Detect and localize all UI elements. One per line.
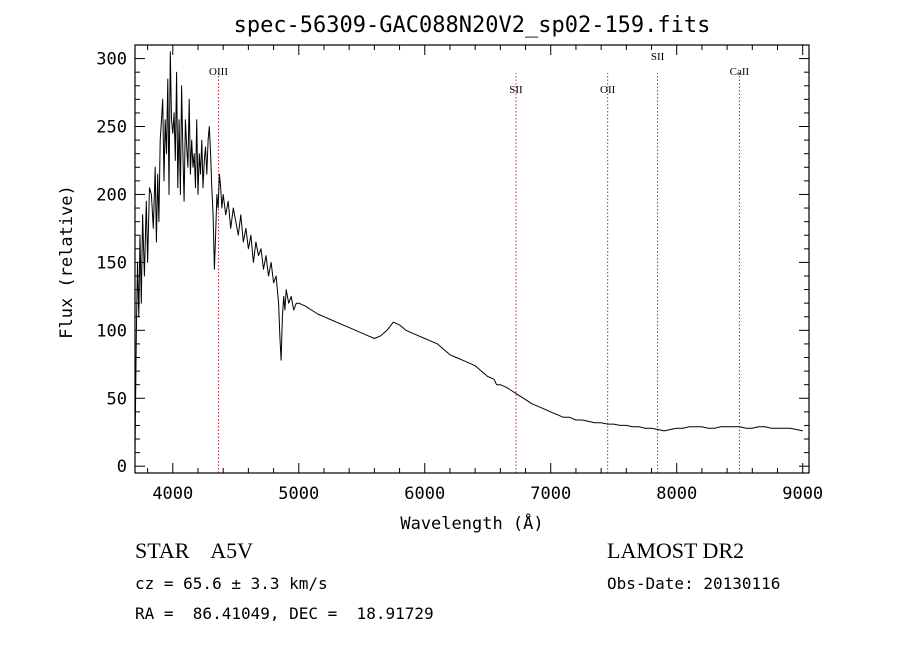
x-tick-label: 9000 <box>782 484 823 504</box>
marker-label: CaII <box>730 66 750 78</box>
x-tick-label: 4000 <box>152 484 193 504</box>
x-tick-label: 5000 <box>278 484 319 504</box>
x-axis-label: Wavelength (Å) <box>400 512 543 534</box>
plot-frame <box>134 44 810 474</box>
y-tick-label: 0 <box>117 457 127 477</box>
marker-label: OII <box>600 84 616 96</box>
x-tick-label: 8000 <box>656 484 697 504</box>
spectrum-series <box>134 51 803 453</box>
marker-label: OIII <box>209 66 228 78</box>
coordinates: RA = 86.41049, DEC = 18.91729 <box>135 604 434 623</box>
y-tick-label: 250 <box>96 118 127 138</box>
marker-label: SII <box>651 51 665 63</box>
y-tick-label: 300 <box>96 50 127 70</box>
y-tick-label: 150 <box>96 253 127 273</box>
chart-title: spec-56309-GAC088N20V2_sp02-159.fits <box>234 13 711 38</box>
y-tick-label: 50 <box>107 389 127 409</box>
emission-line-markers: OIII SII OII SII CaII <box>209 51 750 473</box>
y-tick-label: 200 <box>96 185 127 205</box>
axes: 4000 5000 6000 7000 8000 9000 0 50 100 150 200 250 3… <box>96 45 823 504</box>
object-classification: STAR A5V <box>135 538 254 563</box>
x-tick-label: 7000 <box>530 484 571 504</box>
y-tick-label: 100 <box>96 321 127 341</box>
survey-name: LAMOST DR2 <box>607 538 745 563</box>
x-tick-label: 6000 <box>404 484 445 504</box>
observation-date: Obs-Date: 20130116 <box>607 574 781 593</box>
y-axis-label: Flux (relative) <box>57 185 77 339</box>
marker-label: SII <box>509 84 523 96</box>
redshift-value: cz = 65.6 ± 3.3 km/s <box>135 574 328 593</box>
spectrum-line <box>134 51 803 453</box>
